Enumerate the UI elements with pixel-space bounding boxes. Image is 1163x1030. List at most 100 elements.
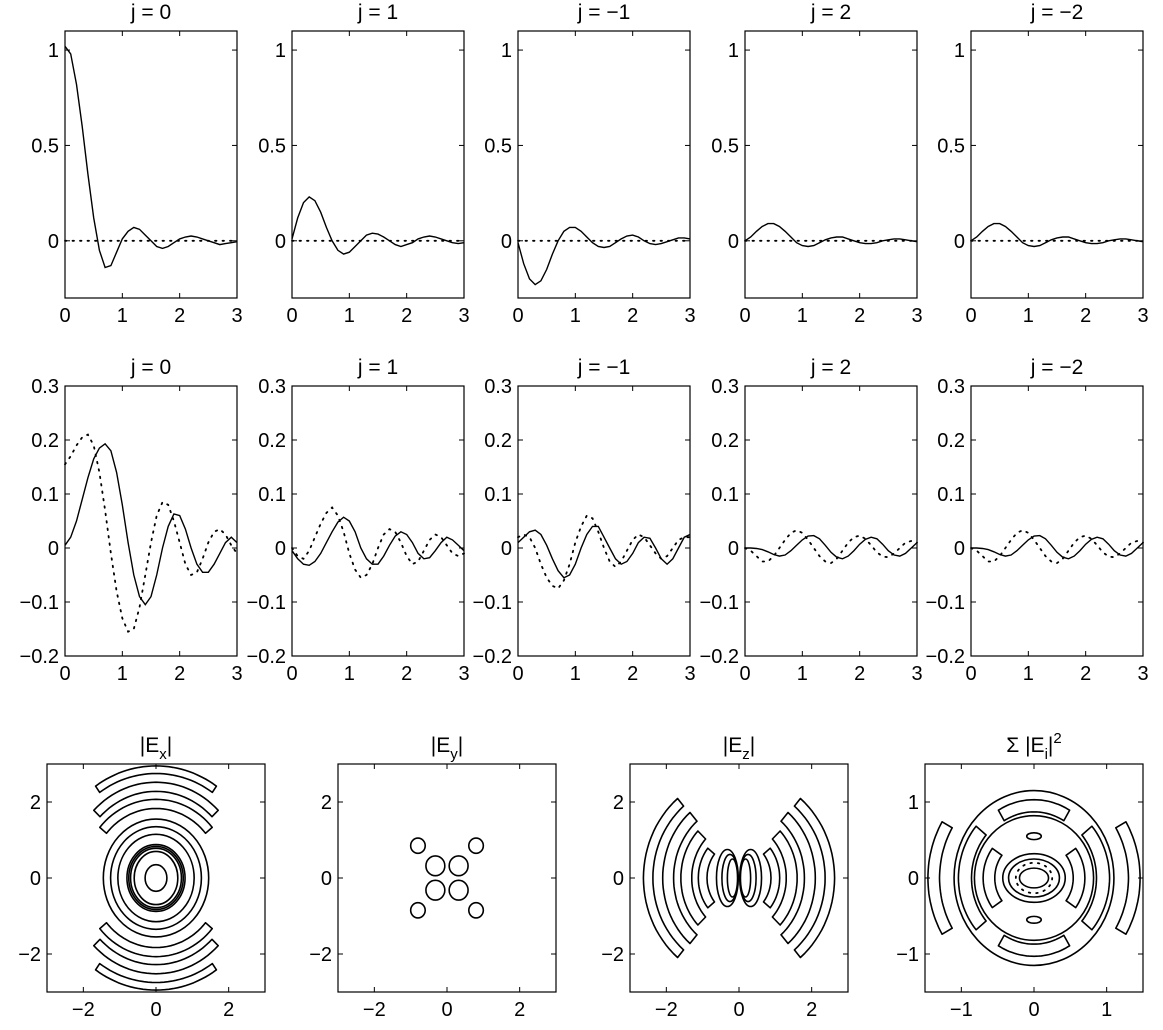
- solid-series-line: [745, 534, 918, 560]
- x-tick-label: 2: [854, 305, 865, 327]
- contour-arc-lobe: [780, 811, 817, 945]
- x-tick-label: 3: [458, 305, 469, 327]
- x-tick-label: 1: [570, 663, 581, 685]
- y-tick-label: −2: [18, 944, 41, 966]
- x-tick-label: 0: [286, 305, 297, 327]
- contour-ring: [715, 848, 740, 908]
- contour-arc-lobe: [697, 847, 716, 909]
- axes-frame: [970, 385, 1144, 657]
- contour-arc-lobe: [771, 830, 798, 926]
- contour-arc-lobe: [680, 830, 707, 926]
- contour-arc-lobe: [997, 934, 1071, 958]
- x-tick-label: 0: [59, 663, 70, 685]
- y-tick-label: 2: [30, 792, 41, 814]
- subplot-title: j = −2: [1030, 356, 1084, 379]
- contour-arc-lobe: [997, 798, 1071, 822]
- x-tick-label: 3: [911, 305, 922, 327]
- y-tick-label: −2: [309, 944, 332, 966]
- x-tick-label: 3: [684, 305, 695, 327]
- x-tick-label: 2: [401, 663, 412, 685]
- contour-ring: [1001, 852, 1067, 904]
- x-tick-label: 2: [401, 305, 412, 327]
- contour-ring: [129, 847, 183, 909]
- y-tick-label: 0: [48, 538, 59, 560]
- x-tick-label: 2: [627, 663, 638, 685]
- x-tick-label: 3: [1137, 663, 1148, 685]
- x-tick-label: 0: [1028, 999, 1039, 1021]
- contour-ring-dotted: [1014, 861, 1054, 895]
- dotted-series-line: [744, 529, 918, 565]
- contour-ring: [117, 833, 195, 923]
- contour-arc-lobe: [99, 921, 213, 958]
- subplot-2: j = 1 0 1 2 3 0 0.5 1: [258, 1, 469, 327]
- y-tick-label: 2: [321, 792, 332, 814]
- solid-series-line: [744, 222, 918, 248]
- y-tick-label: 0.5: [258, 135, 286, 157]
- y-tick-label: 1: [48, 40, 59, 62]
- x-tick-label: 2: [806, 999, 817, 1021]
- axes-frame: [970, 30, 1144, 299]
- contour-ring: [738, 848, 763, 908]
- y-tick-label: 0: [954, 538, 965, 560]
- y-tick-label: 0.1: [711, 484, 739, 506]
- y-tick-label: 0.1: [258, 484, 286, 506]
- axes-frame: [64, 385, 238, 657]
- solid-series-line: [64, 45, 238, 269]
- y-tick-label: 0: [275, 538, 286, 560]
- x-tick-label: −2: [363, 999, 386, 1021]
- subplot-10: j = −2 0 1 2 3 −0.2 −0.1 0 0.1 0.2 0.3: [926, 356, 1149, 685]
- contour-ring: [109, 825, 203, 931]
- contour-ring: [409, 901, 426, 919]
- axes-frame: [337, 763, 557, 993]
- y-tick-label: −0.1: [20, 592, 59, 614]
- contour-ring: [448, 879, 469, 901]
- subplot-6: j = 0 0 1 2 3 −0.2 −0.1 0 0.1 0.2 0.3: [20, 356, 243, 685]
- x-tick-label: 2: [174, 305, 185, 327]
- x-tick-label: 1: [797, 663, 808, 685]
- y-tick-label: 0.3: [711, 376, 739, 398]
- contour-arc-lobe: [1081, 825, 1111, 931]
- y-tick-label: −1: [896, 944, 919, 966]
- solid-series-line: [971, 534, 1144, 560]
- subplot-title: j = 2: [810, 356, 851, 379]
- x-tick-label: 1: [1101, 999, 1112, 1021]
- x-tick-label: 1: [344, 663, 355, 685]
- x-tick-label: 3: [911, 663, 922, 685]
- x-tick-label: 0: [733, 999, 744, 1021]
- contour-arc-lobe: [1115, 821, 1141, 935]
- contour-ring: [102, 818, 210, 938]
- axes-frame: [744, 385, 918, 657]
- contour-lines: [93, 765, 219, 991]
- y-tick-label: 0.1: [937, 484, 965, 506]
- x-tick-label: 2: [1080, 663, 1091, 685]
- x-tick-label: 3: [231, 663, 242, 685]
- contour-lines: [642, 797, 836, 959]
- y-tick-label: 1: [954, 40, 965, 62]
- axes-frame: [744, 30, 918, 299]
- subplot-title: |Ez|: [723, 734, 755, 763]
- subplot-title: j = 1: [357, 1, 398, 24]
- y-tick-label: 1: [908, 792, 919, 814]
- subplot-7: j = 1 0 1 2 3 −0.2 −0.1 0 0.1 0.2 0.3: [247, 356, 470, 685]
- solid-series-line: [517, 525, 691, 579]
- dotted-series-line: [291, 506, 465, 579]
- x-tick-label: 3: [684, 663, 695, 685]
- x-tick-label: 2: [1080, 305, 1091, 327]
- axes-frame: [46, 763, 266, 993]
- y-tick-label: 0.5: [711, 135, 739, 157]
- y-tick-label: 1: [728, 40, 739, 62]
- x-tick-label: −2: [72, 999, 95, 1021]
- contour-arc-lobe: [93, 781, 219, 818]
- contour-ring: [144, 863, 168, 893]
- subplot-14: Σ |Ei|2 −1 0 1 −1 0 1: [896, 730, 1144, 1021]
- subplot-title: |Ey|: [431, 734, 463, 763]
- x-tick-label: 2: [223, 999, 234, 1021]
- subplot-3: j = −1 0 1 2 3 0 0.5 1: [484, 1, 695, 327]
- x-tick-label: −2: [655, 999, 678, 1021]
- subplot-title: Σ |Ei|2: [1006, 730, 1061, 763]
- y-tick-label: 0.1: [31, 484, 59, 506]
- y-tick-label: 0: [321, 868, 332, 890]
- y-tick-label: 0.2: [711, 430, 739, 452]
- y-tick-label: 0: [30, 868, 41, 890]
